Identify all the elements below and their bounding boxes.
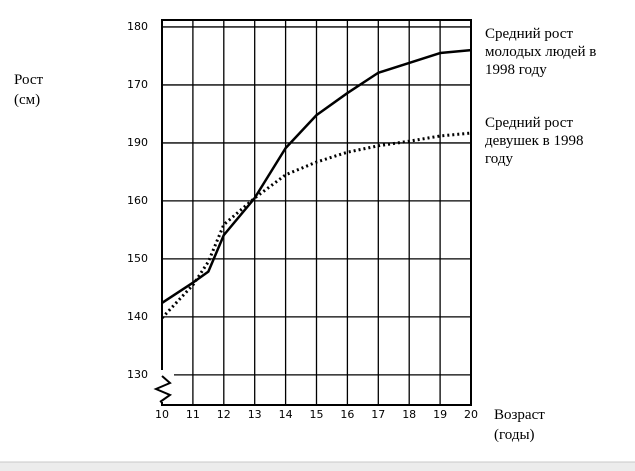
x-axis-label-line: (годы) bbox=[494, 427, 535, 443]
x-tick-label: 16 bbox=[340, 408, 354, 421]
x-tick-label: 11 bbox=[186, 408, 200, 421]
y-tick-label: 170 bbox=[127, 78, 148, 91]
y-tick-label: 190 bbox=[127, 136, 148, 149]
plot-frame bbox=[161, 19, 472, 406]
x-tick-label: 18 bbox=[402, 408, 416, 421]
y-axis-label: Рост (см) bbox=[14, 72, 44, 108]
y-axis-label-line: (см) bbox=[14, 92, 40, 108]
legend-entry: Средний рост молодых людей в 1998 году bbox=[485, 26, 596, 78]
y-tick-label: 180 bbox=[127, 20, 148, 33]
x-axis-label: Возраст (годы) bbox=[494, 407, 545, 443]
x-tick-label: 14 bbox=[279, 408, 293, 421]
legend-entry-line: девушек в 1998 bbox=[485, 133, 583, 149]
axis-break bbox=[153, 375, 173, 403]
y-tick-label: 140 bbox=[127, 310, 148, 323]
legend-entry-line: Средний рост bbox=[485, 115, 573, 131]
x-tick-label: 19 bbox=[433, 408, 447, 421]
x-tick-label: 15 bbox=[310, 408, 324, 421]
line-series bbox=[160, 131, 472, 320]
y-tick-label: 130 bbox=[127, 368, 148, 381]
footer-strip bbox=[0, 462, 635, 471]
legend-entry-line: 1998 году bbox=[485, 62, 547, 78]
legend-entry-line: году bbox=[485, 151, 513, 167]
legend-entry: Средний рост девушек в 1998 году bbox=[485, 115, 583, 167]
legend-entry-line: Средний рост bbox=[485, 26, 573, 42]
x-axis-label-line: Возраст bbox=[494, 407, 545, 423]
y-tick-label: 160 bbox=[127, 194, 148, 207]
x-tick-label: 20 bbox=[464, 408, 478, 421]
x-tick-label: 17 bbox=[371, 408, 385, 421]
line-series bbox=[161, 48, 472, 304]
legend-entry-line: молодых людей в bbox=[485, 44, 596, 60]
x-tick-label: 13 bbox=[248, 408, 262, 421]
y-tick-label: 150 bbox=[127, 252, 148, 265]
x-tick-label: 12 bbox=[217, 408, 231, 421]
x-tick-label: 10 bbox=[155, 408, 169, 421]
y-axis-label-line: Рост bbox=[14, 72, 44, 88]
